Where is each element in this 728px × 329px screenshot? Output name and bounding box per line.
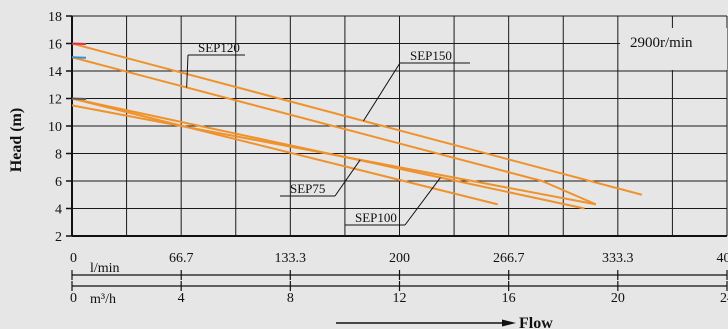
- series-line-sep120: [71, 56, 597, 206]
- y-tick-label: 6: [55, 175, 62, 190]
- chart-callouts: SEP120 SEP150 SEP75 SEP100: [186, 40, 470, 226]
- start-marker: [71, 56, 87, 59]
- flow-label: Flow: [519, 315, 553, 329]
- speed-label-box: [620, 28, 727, 70]
- callout-leader: [186, 54, 189, 88]
- series-line-sep150: [71, 42, 643, 196]
- y-tick-label: 16: [48, 38, 62, 53]
- y-axis-title: Head (m): [8, 108, 25, 172]
- flow-arrow-head: [502, 319, 516, 327]
- x-tick-label-m3h: 12: [393, 291, 407, 306]
- y-tick-label: 18: [48, 10, 62, 25]
- series-line: [71, 97, 498, 206]
- x-tick-label-lmin: 133.3: [275, 251, 307, 266]
- callout-label-sep100: SEP100: [355, 210, 397, 225]
- y-tick-label: 12: [48, 93, 62, 108]
- x-tick-label-lmin: 0: [70, 251, 77, 266]
- chart-axes: [66, 15, 728, 291]
- y-tick-label: 14: [48, 65, 62, 80]
- callout-label-sep120: SEP120: [198, 40, 240, 55]
- y-tick-label: 4: [55, 203, 62, 218]
- start-marker: [71, 97, 87, 100]
- speed-label: 2900r/min: [630, 35, 693, 51]
- x-tick-label-m3h: 16: [502, 291, 516, 306]
- x-unit-top: l/min: [90, 261, 120, 276]
- chart-grid: [71, 15, 728, 237]
- x-tick-label-m3h: 0: [70, 291, 77, 306]
- x-tick-label-m3h: 20: [611, 291, 625, 306]
- flow-arrow: Flow: [336, 315, 553, 329]
- x-tick-label-lmin: 400: [717, 251, 728, 266]
- chart-series: [71, 42, 643, 210]
- x-tick-label-lmin: 66.7: [169, 251, 194, 266]
- start-marker: [71, 42, 87, 45]
- callout-leader: [334, 159, 361, 197]
- x-tick-label-lmin: 333.3: [602, 251, 634, 266]
- x-unit-bottom: m³/h: [90, 292, 116, 307]
- x-tick-label-lmin: 200: [389, 251, 410, 266]
- y-tick-label: 10: [48, 120, 62, 135]
- callout-leader: [363, 62, 401, 122]
- series-line-sep100: [71, 97, 585, 210]
- x-tick-label-m3h: 8: [287, 291, 294, 306]
- x-tick-label-m3h: 4: [178, 291, 185, 306]
- callout-leader: [404, 177, 441, 226]
- y-tick-label: 8: [55, 148, 62, 163]
- x-tick-label-m3h: 24: [720, 291, 728, 306]
- callout-label-sep75: SEP75: [290, 181, 325, 196]
- y-tick-label: 2: [55, 230, 62, 245]
- x-tick-label-lmin: 266.7: [493, 251, 525, 266]
- callout-label-sep150: SEP150: [410, 48, 452, 63]
